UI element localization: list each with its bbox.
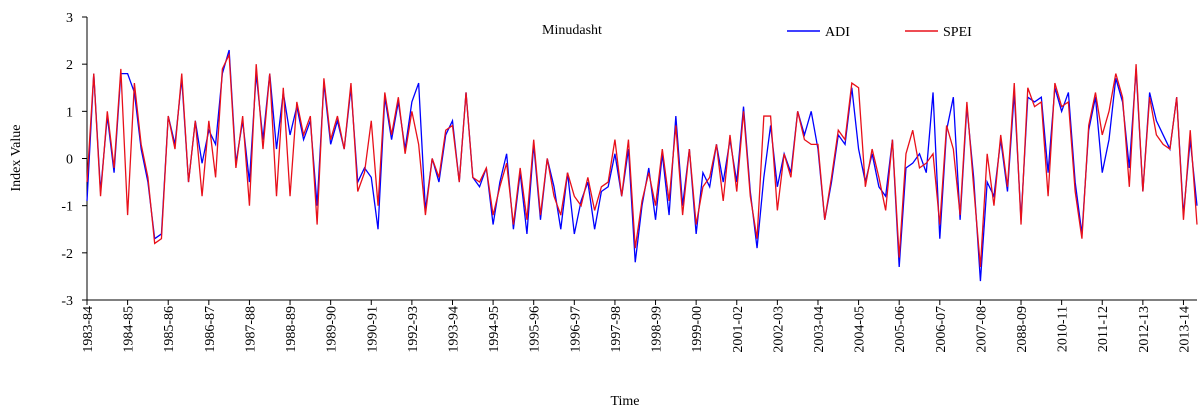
y-tick-label: 3 xyxy=(66,11,73,26)
y-tick-label: -1 xyxy=(61,200,73,215)
y-tick-label: -2 xyxy=(61,247,73,262)
x-tick-label: 1989-90 xyxy=(325,306,340,353)
x-tick-label: 1998-99 xyxy=(650,306,665,353)
x-tick-label: 1986-87 xyxy=(203,306,218,353)
x-tick-label: 1997-98 xyxy=(609,306,624,353)
data-line xyxy=(86,49,1198,282)
x-tick-label: 1995-96 xyxy=(528,306,543,353)
x-tick-label: 2004-05 xyxy=(853,306,868,353)
x-tick-label: 2003-04 xyxy=(812,306,827,353)
x-tick-label: 1999-00 xyxy=(690,306,705,353)
x-tick-label: 2005-06 xyxy=(893,306,908,353)
y-tick-label: -3 xyxy=(61,294,73,309)
x-axis-label: Time xyxy=(610,394,639,409)
x-tick-label: 1990-91 xyxy=(365,306,380,353)
legend-label: ADI xyxy=(825,25,850,40)
y-axis-label: Index Value xyxy=(9,125,24,192)
x-tick-label: 1996-97 xyxy=(568,306,583,353)
x-tick-label: 2007-08 xyxy=(974,306,989,353)
x-tick-label: 2088-09 xyxy=(1015,306,1030,353)
x-tick-label: 1987-88 xyxy=(243,306,258,353)
y-tick-label: 0 xyxy=(66,153,73,168)
x-tick-label: 1985-86 xyxy=(162,306,177,353)
x-tick-label: 2013-14 xyxy=(1177,306,1192,353)
chart-title: Minudasht xyxy=(542,23,602,38)
x-tick-label: 1984-85 xyxy=(122,306,137,353)
x-tick-label: 2010-11 xyxy=(1056,306,1071,352)
x-tick-label: 2006-07 xyxy=(934,306,949,353)
x-tick-label: 2012-13 xyxy=(1137,306,1152,353)
x-tick-label: 2001-02 xyxy=(731,306,746,353)
x-tick-label: 1993-94 xyxy=(446,306,461,353)
y-tick-label: 1 xyxy=(66,105,73,120)
x-tick-label: 1994-95 xyxy=(487,306,502,353)
x-tick-label: 1992-93 xyxy=(406,306,421,353)
x-tick-label: 1983-84 xyxy=(81,306,96,353)
data-line xyxy=(86,52,1198,268)
legend-label: SPEI xyxy=(943,25,972,40)
x-tick-label: 1988-89 xyxy=(284,306,299,353)
y-tick-label: 2 xyxy=(66,58,73,73)
x-tick-label: 2011-12 xyxy=(1096,306,1111,352)
x-tick-label: 2002-03 xyxy=(771,306,786,353)
